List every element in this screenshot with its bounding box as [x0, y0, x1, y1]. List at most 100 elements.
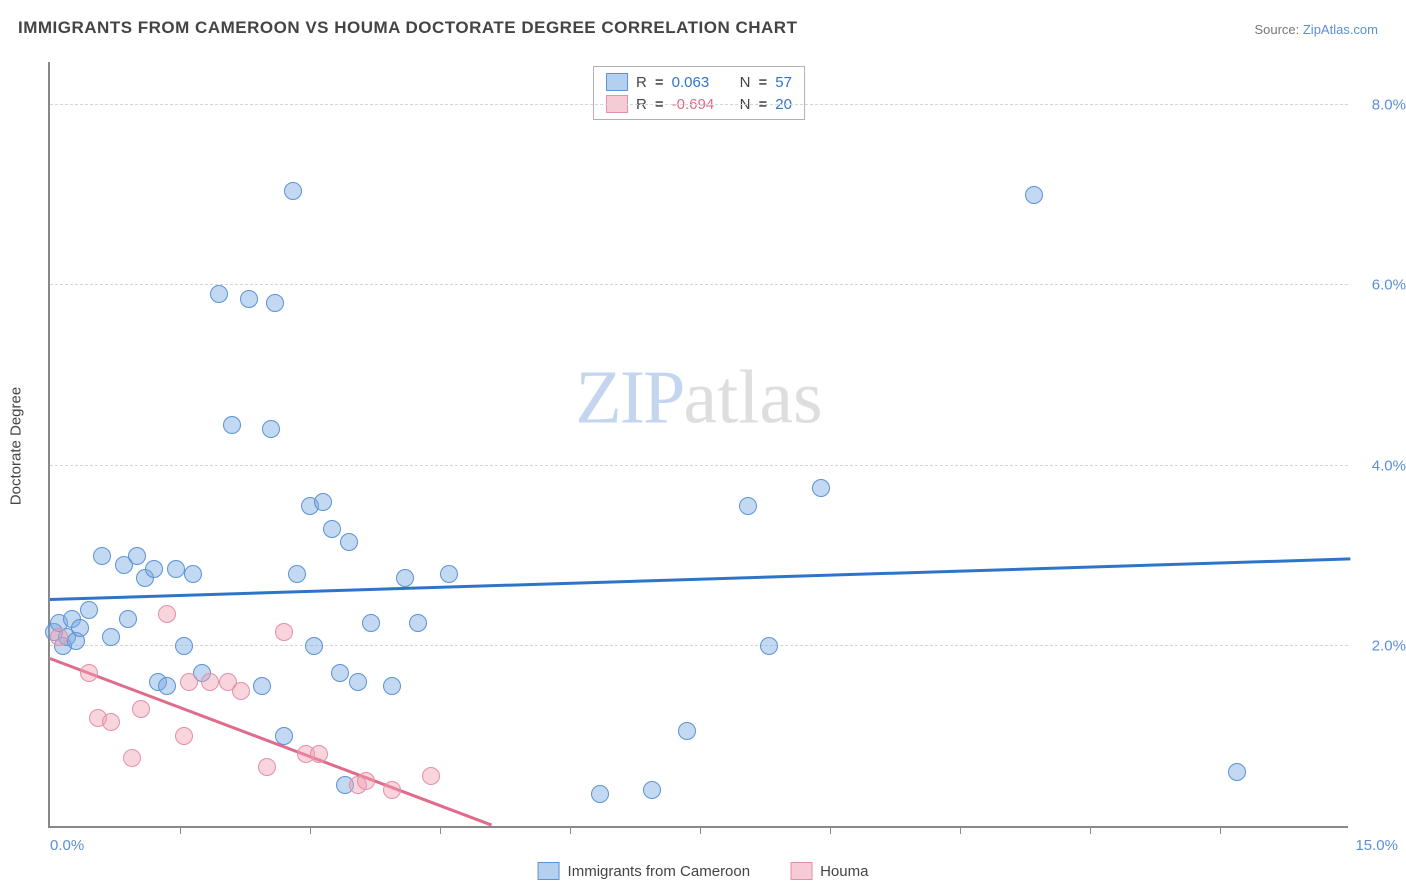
- point-houma: [132, 700, 150, 718]
- point-cameroon: [340, 533, 358, 551]
- legend-swatch-pink: [790, 862, 812, 880]
- point-houma: [201, 673, 219, 691]
- point-cameroon: [102, 628, 120, 646]
- point-cameroon: [678, 722, 696, 740]
- legend-label-houma: Houma: [820, 863, 868, 880]
- legend-n-value-cameroon: 57: [775, 74, 792, 91]
- point-houma: [102, 713, 120, 731]
- point-cameroon: [266, 294, 284, 312]
- chart-title: IMMIGRANTS FROM CAMEROON VS HOUMA DOCTOR…: [18, 18, 797, 38]
- point-cameroon: [396, 569, 414, 587]
- legend-r-value-cameroon: 0.063: [672, 74, 732, 91]
- x-tick: [1090, 826, 1091, 834]
- point-houma: [422, 767, 440, 785]
- point-cameroon: [158, 677, 176, 695]
- legend-n-label: N: [740, 74, 751, 91]
- point-cameroon: [331, 664, 349, 682]
- point-cameroon: [383, 677, 401, 695]
- legend-swatch-blue: [538, 862, 560, 880]
- x-tick: [1220, 826, 1221, 834]
- point-houma: [232, 682, 250, 700]
- point-cameroon: [184, 565, 202, 583]
- gridline: [50, 104, 1348, 105]
- point-houma: [175, 727, 193, 745]
- plot-area: ZIPatlas R = 0.063 N = 57 R = -0.694 N =…: [48, 62, 1348, 828]
- point-cameroon: [440, 565, 458, 583]
- point-houma: [383, 781, 401, 799]
- correlation-legend: R = 0.063 N = 57 R = -0.694 N = 20: [593, 66, 805, 120]
- x-tick: [830, 826, 831, 834]
- point-houma: [80, 664, 98, 682]
- point-cameroon: [284, 182, 302, 200]
- point-cameroon: [760, 637, 778, 655]
- x-tick: [700, 826, 701, 834]
- point-cameroon: [288, 565, 306, 583]
- point-cameroon: [305, 637, 323, 655]
- point-cameroon: [1228, 763, 1246, 781]
- trendline-houma: [50, 657, 493, 826]
- point-houma: [258, 758, 276, 776]
- y-tick-label: 2.0%: [1372, 637, 1406, 654]
- point-cameroon: [253, 677, 271, 695]
- x-tick: [440, 826, 441, 834]
- point-cameroon: [275, 727, 293, 745]
- point-cameroon: [128, 547, 146, 565]
- series-legend: Immigrants from Cameroon Houma: [538, 862, 869, 880]
- y-tick-label: 4.0%: [1372, 457, 1406, 474]
- point-cameroon: [93, 547, 111, 565]
- x-tick: [570, 826, 571, 834]
- point-houma: [50, 628, 68, 646]
- point-houma: [310, 745, 328, 763]
- watermark: ZIPatlas: [575, 355, 822, 442]
- x-tick: [180, 826, 181, 834]
- gridline: [50, 465, 1348, 466]
- point-cameroon: [223, 416, 241, 434]
- point-cameroon: [409, 614, 427, 632]
- legend-item-houma: Houma: [790, 862, 868, 880]
- point-cameroon: [71, 619, 89, 637]
- point-cameroon: [1025, 186, 1043, 204]
- point-cameroon: [119, 610, 137, 628]
- point-cameroon: [240, 290, 258, 308]
- legend-eq: =: [655, 74, 664, 91]
- x-tick: [310, 826, 311, 834]
- source-link[interactable]: ZipAtlas.com: [1303, 22, 1378, 37]
- point-houma: [158, 605, 176, 623]
- point-cameroon: [323, 520, 341, 538]
- legend-item-cameroon: Immigrants from Cameroon: [538, 862, 751, 880]
- y-tick-label: 6.0%: [1372, 277, 1406, 294]
- point-houma: [123, 749, 141, 767]
- point-houma: [180, 673, 198, 691]
- point-cameroon: [80, 601, 98, 619]
- source-attribution: Source: ZipAtlas.com: [1254, 22, 1378, 37]
- gridline: [50, 284, 1348, 285]
- legend-row-cameroon: R = 0.063 N = 57: [606, 71, 792, 93]
- point-houma: [275, 623, 293, 641]
- legend-label-cameroon: Immigrants from Cameroon: [568, 863, 751, 880]
- legend-swatch-blue: [606, 73, 628, 91]
- point-houma: [357, 772, 375, 790]
- point-cameroon: [210, 285, 228, 303]
- source-prefix: Source:: [1254, 22, 1302, 37]
- point-cameroon: [643, 781, 661, 799]
- x-axis-min-label: 0.0%: [50, 837, 84, 854]
- point-cameroon: [362, 614, 380, 632]
- point-cameroon: [314, 493, 332, 511]
- point-cameroon: [349, 673, 367, 691]
- point-cameroon: [167, 560, 185, 578]
- legend-r-label: R: [636, 74, 647, 91]
- legend-eq: =: [759, 74, 768, 91]
- point-cameroon: [591, 785, 609, 803]
- x-axis-max-label: 15.0%: [1355, 837, 1398, 854]
- point-cameroon: [145, 560, 163, 578]
- trendline-cameroon: [50, 558, 1350, 601]
- y-axis-label: Doctorate Degree: [8, 387, 25, 505]
- gridline: [50, 645, 1348, 646]
- watermark-atlas: atlas: [683, 356, 822, 440]
- watermark-zip: ZIP: [575, 356, 683, 440]
- point-cameroon: [262, 420, 280, 438]
- point-cameroon: [812, 479, 830, 497]
- point-cameroon: [739, 497, 757, 515]
- point-cameroon: [175, 637, 193, 655]
- y-tick-label: 8.0%: [1372, 97, 1406, 114]
